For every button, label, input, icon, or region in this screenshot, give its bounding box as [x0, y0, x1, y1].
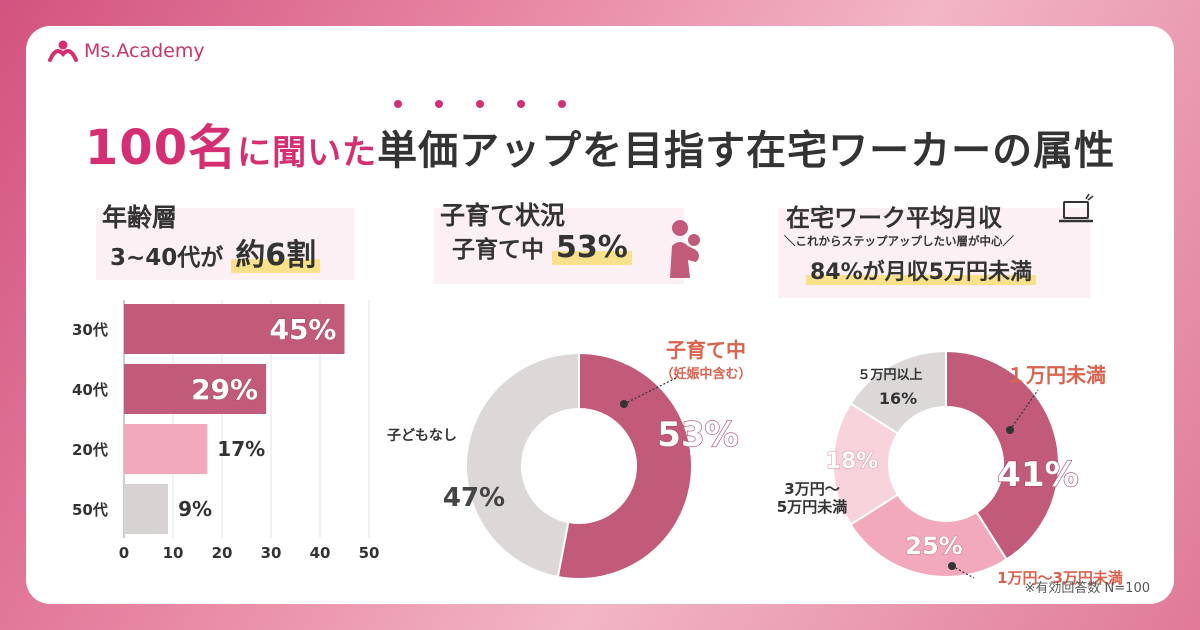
- donut-category-label: ５万円以上: [857, 368, 922, 383]
- bar-category-label: 50代: [72, 501, 108, 519]
- donut-category-label: 1万円〜3万円未満: [997, 569, 1123, 587]
- age-sub-prefix: 3~40代が: [110, 245, 224, 271]
- emphasis-dots: [377, 100, 582, 108]
- childcare-donut-chart: 53% 47% 子育て中 （妊娠中含む） 子どもなし: [387, 338, 752, 580]
- bar-category-label: 40代: [72, 381, 108, 399]
- childcare-sub-prefix: 子育て中: [452, 237, 544, 263]
- title-emphasis: 単価アップ: [377, 100, 583, 176]
- donut-category-label: 子育て中: [666, 338, 746, 362]
- footnote: ※有効回答数 N=100: [1024, 581, 1150, 596]
- donut-category-label: 子どもなし: [387, 428, 457, 444]
- childcare-sub-highlight: 53%: [552, 230, 632, 265]
- bar-tick-label: 50: [359, 544, 380, 562]
- mother-child-icon: [670, 220, 700, 278]
- donut-value-label: 18%: [826, 449, 879, 474]
- donut-slice-0: [556, 351, 693, 580]
- leader-line: [1009, 389, 1039, 431]
- donut-category-label: 3万円〜: [784, 480, 839, 498]
- donut-value-label: 53%: [657, 415, 738, 455]
- title-count: 100名: [84, 120, 238, 176]
- donut-category-note: （妊娠中含む）: [660, 366, 751, 382]
- infographic-card: Ms.Academy 100名に聞いた 単価アップを目指す在宅ワーカーの属性 年齢…: [26, 26, 1174, 604]
- age-sub-highlight: 約6割: [231, 238, 321, 273]
- income-donut-chart: 41% 25% 18% 16% １万円未満 1万円〜3万円未満 3万円〜5万円未満 ５万円以上: [777, 349, 1123, 587]
- title-rest: を目指す在宅ワーカーの属性: [582, 128, 1116, 174]
- bar-50代: [124, 484, 169, 534]
- bar-value-label: 9%: [178, 497, 212, 521]
- donut-slice-3: [849, 349, 947, 435]
- income-subheading: 84%が月収5万円未満: [806, 254, 1036, 286]
- income-heading: 在宅ワーク平均月収: [786, 204, 1002, 232]
- bar-value-label: 45%: [269, 313, 336, 346]
- brand-logo-icon: [48, 40, 78, 62]
- bar-tick-label: 10: [163, 544, 184, 562]
- age-subheading: 3~40代が 約6割: [110, 230, 321, 274]
- page-title: 100名に聞いた 単価アップを目指す在宅ワーカーの属性: [26, 100, 1174, 178]
- bar-value-label: 17%: [217, 437, 265, 461]
- donut-value-label: 41%: [997, 455, 1078, 495]
- leader-line: [623, 377, 677, 405]
- bar-30代: [124, 304, 345, 354]
- bar-tick-label: 30: [261, 544, 282, 562]
- bar-value-label: 29%: [191, 373, 258, 406]
- donut-category-label: 5万円未満: [777, 498, 847, 516]
- bar-40代: [124, 364, 267, 414]
- laptop-icon: [1059, 193, 1094, 223]
- bar-category-label: 20代: [72, 441, 108, 459]
- brand-logo: Ms.Academy: [48, 40, 205, 62]
- donut-category-label: １万円未満: [1006, 363, 1106, 387]
- brand-name: Ms.Academy: [84, 40, 205, 62]
- leader-line: [951, 565, 975, 579]
- bar-tick-label: 0: [119, 544, 129, 562]
- age-heading: 年齢層: [102, 203, 178, 232]
- donut-slice-0: [945, 349, 1060, 561]
- donut-slice-1: [465, 351, 580, 579]
- bar-tick-label: 40: [310, 544, 331, 562]
- donut-value-label: 25%: [905, 532, 962, 560]
- bar-tick-label: 20: [212, 544, 233, 562]
- title-asked: に聞いた: [237, 133, 378, 173]
- income-caption: ＼これからステップアップしたい層が中心／: [784, 234, 1014, 248]
- donut-value-label: 16%: [879, 389, 917, 408]
- bar-category-label: 30代: [72, 321, 108, 339]
- donut-slice-1: [849, 493, 1008, 578]
- income-sub-highlight: 84%が月収5万円未満: [806, 260, 1036, 285]
- age-bar-chart: 0 10 20 30 40 50 30代 45% 40代 29% 20代 17% 50代 9%: [72, 300, 380, 562]
- childcare-subheading: 子育て中 53%: [452, 230, 632, 265]
- title-keyword: 単価アップ: [377, 128, 583, 174]
- donut-value-label: 47%: [443, 483, 505, 513]
- childcare-heading: 子育て状況: [440, 201, 566, 230]
- bar-20代: [124, 424, 208, 474]
